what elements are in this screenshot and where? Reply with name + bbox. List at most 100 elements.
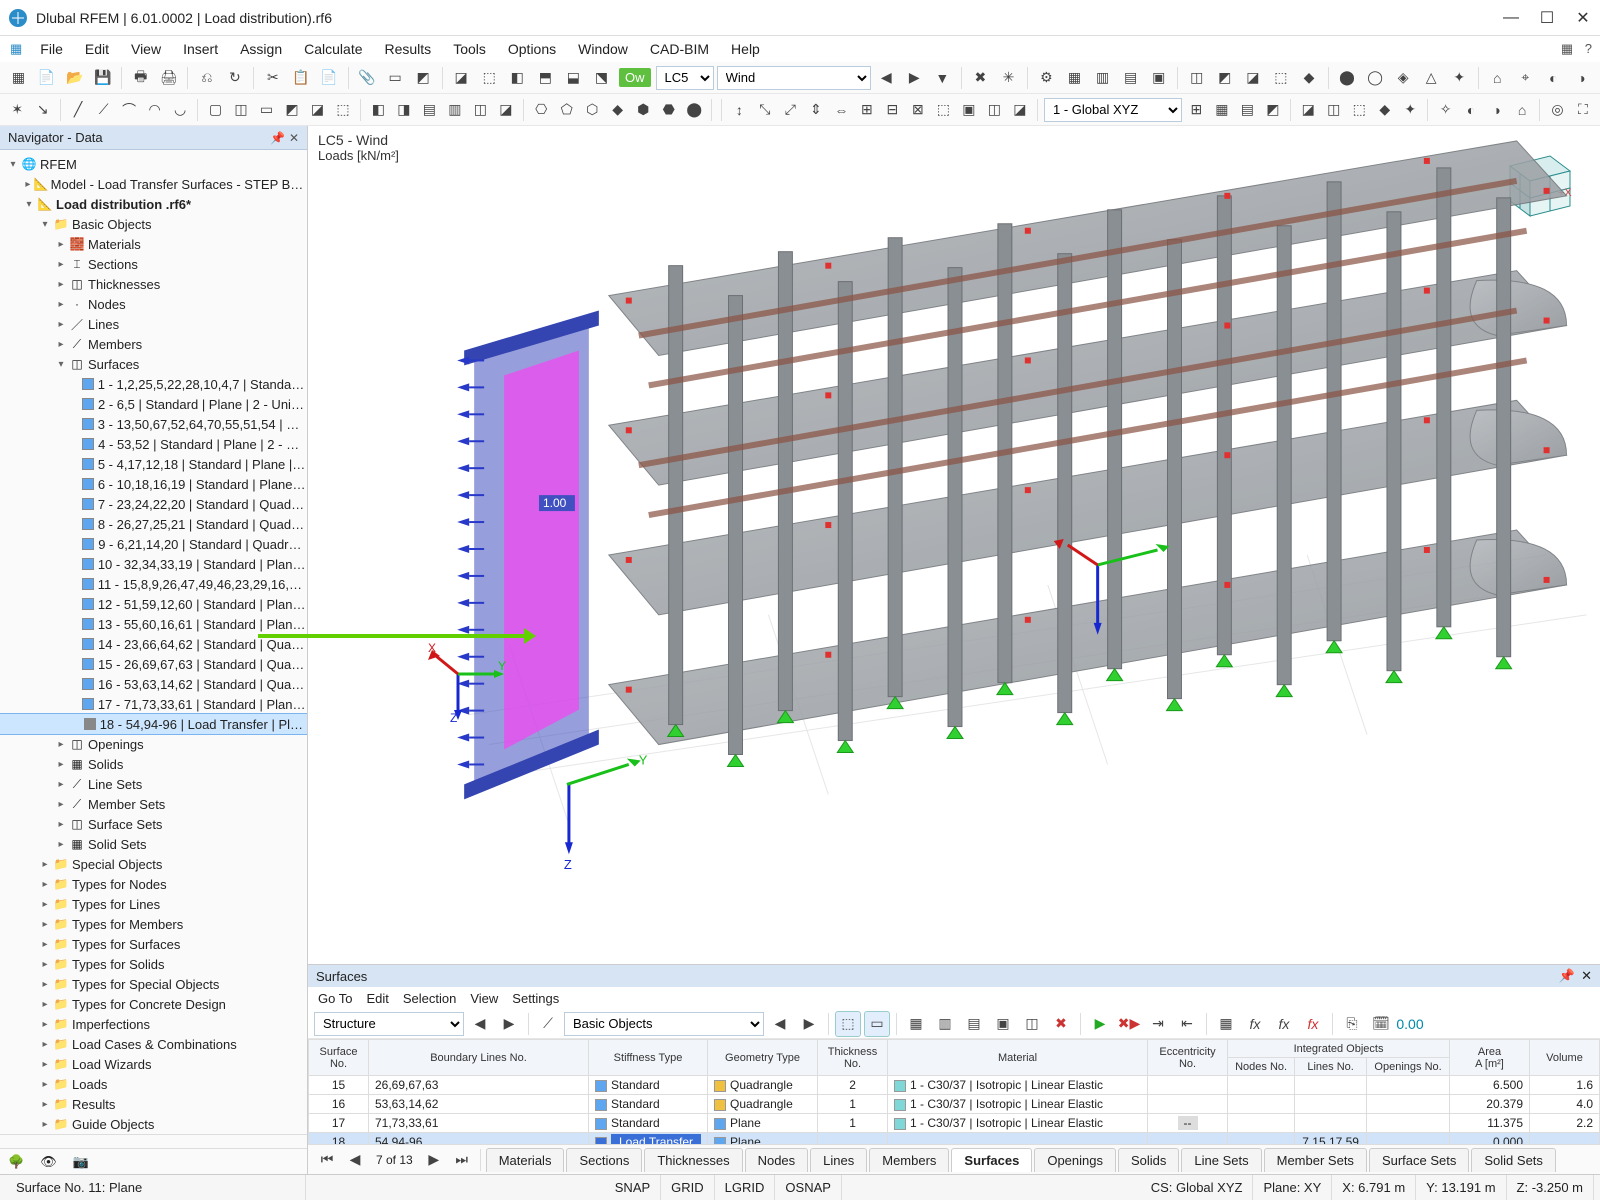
grid4-icon[interactable]: ▣ [990, 1011, 1016, 1037]
tb2-btn-3[interactable]: ⟋ [92, 97, 115, 123]
app-menu-icon[interactable]: ▦ [4, 41, 28, 57]
cs-combo[interactable]: 1 - Global XYZ [1044, 98, 1182, 122]
status-grid[interactable]: GRID [661, 1175, 715, 1200]
panel-menu-view[interactable]: View [470, 991, 498, 1006]
tb2-btn-20[interactable]: ⬠ [555, 97, 578, 123]
tree-node[interactable]: ▸⟋Member Sets [0, 794, 307, 814]
tb1r-btn-2[interactable]: ▼ [930, 65, 955, 91]
tb2-btn-19[interactable]: ⎔ [530, 97, 553, 123]
tab-lines[interactable]: Lines [810, 1148, 867, 1172]
tb2-btn-13[interactable]: ◧ [367, 97, 390, 123]
tb2-btn-23[interactable]: ⬢ [632, 97, 655, 123]
export-icon[interactable]: ⎘ [1339, 1011, 1365, 1037]
viewport-3d[interactable]: LC5 - Wind Loads [kN/m²] +X [308, 126, 1600, 964]
tb1-btn-2[interactable]: 📂 [62, 65, 87, 91]
prev-icon[interactable]: ◀ [467, 1011, 493, 1037]
tb1r-btn-10[interactable]: ◫ [1184, 65, 1209, 91]
tb1-btn-18[interactable]: ⬓ [561, 65, 586, 91]
tb1r-btn-22[interactable]: ◐ [1541, 65, 1566, 91]
structure-combo[interactable]: Structure [314, 1012, 464, 1036]
tab-solid-sets[interactable]: Solid Sets [1471, 1148, 1556, 1172]
tab-surfaces[interactable]: Surfaces [951, 1148, 1032, 1172]
axis-gizmo[interactable]: X Y Z [418, 634, 508, 724]
tb2-btn-8[interactable]: ◫ [230, 97, 253, 123]
menu-calculate[interactable]: Calculate [294, 38, 372, 60]
tb2r-btn-13[interactable]: ◎ [1546, 97, 1569, 123]
table-row[interactable]: 1854,94-96Load TransferPlane7,15,17,590.… [309, 1133, 1600, 1145]
tb2r-btn-4[interactable]: ◪ [1297, 97, 1320, 123]
tb1-btn-17[interactable]: ⬒ [533, 65, 558, 91]
tb2-btn-24[interactable]: ⬣ [657, 97, 680, 123]
tree-node[interactable]: ▸📁Special Objects [0, 854, 307, 874]
calendar-icon[interactable]: 🗓 [1368, 1011, 1394, 1037]
tree-node[interactable]: ▸📁Load Wizards [0, 1054, 307, 1074]
lc-number-combo[interactable]: LC5 [656, 66, 714, 90]
select-rect-icon[interactable]: ▭ [864, 1011, 890, 1037]
next2-icon[interactable]: ▶ [796, 1011, 822, 1037]
tb1-btn-9[interactable]: 📋 [288, 65, 313, 91]
menu-edit[interactable]: Edit [75, 38, 119, 60]
tb1-btn-7[interactable]: ↻ [222, 65, 247, 91]
menu-insert[interactable]: Insert [173, 38, 228, 60]
panel-pin-icon[interactable]: 📌 [1559, 968, 1575, 984]
tree-node[interactable]: ▸📁Load Cases & Combinations [0, 1034, 307, 1054]
tb1r-btn-11[interactable]: ◩ [1212, 65, 1237, 91]
tb1r-btn-15[interactable]: ⬤ [1334, 65, 1359, 91]
tb1r-btn-20[interactable]: ⌂ [1485, 65, 1510, 91]
tb2m-btn-9[interactable]: ▣ [958, 97, 981, 123]
menu-window[interactable]: Window [568, 38, 638, 60]
tb2m-btn-4[interactable]: ⇔ [830, 97, 853, 123]
tb1r-btn-1[interactable]: ▶ [902, 65, 927, 91]
menu-results[interactable]: Results [375, 38, 442, 60]
nav-tree-icon[interactable]: 🌳 [8, 1154, 24, 1170]
basic-objects-combo[interactable]: Basic Objects [564, 1012, 764, 1036]
status-lgrid[interactable]: LGRID [715, 1175, 776, 1200]
tree-node[interactable]: ▸📁Types for Solids [0, 954, 307, 974]
tab-openings[interactable]: Openings [1034, 1148, 1116, 1172]
tree-node[interactable]: 17 - 71,73,33,61 | Standard | Plane | 1 … [0, 694, 307, 714]
tree-node[interactable]: 9 - 6,21,14,20 | Standard | Quadrangle |… [0, 534, 307, 554]
tree-node[interactable]: 6 - 10,18,16,19 | Standard | Plane | 1 -… [0, 474, 307, 494]
tb1r-btn-5[interactable]: ⚙ [1034, 65, 1059, 91]
tb2-btn-11[interactable]: ◪ [306, 97, 329, 123]
tree-node[interactable]: ▸◫Openings [0, 734, 307, 754]
tb1-btn-16[interactable]: ◧ [505, 65, 530, 91]
fx2-icon[interactable]: fx [1271, 1011, 1297, 1037]
tree-node[interactable]: ▸📁Types for Lines [0, 894, 307, 914]
arrow-in-icon[interactable]: ⇤ [1174, 1011, 1200, 1037]
tb2-btn-18[interactable]: ◪ [495, 97, 518, 123]
tb2-btn-14[interactable]: ◨ [393, 97, 416, 123]
tb2m-btn-6[interactable]: ⊟ [881, 97, 904, 123]
tb2r-btn-5[interactable]: ◫ [1322, 97, 1345, 123]
tb2m-btn-10[interactable]: ◫ [983, 97, 1006, 123]
status-snap[interactable]: SNAP [605, 1175, 661, 1200]
navigator-tree[interactable]: ▾🌐RFEM▸📐Model - Load Transfer Surfaces -… [0, 150, 307, 1134]
grid3-icon[interactable]: ▤ [961, 1011, 987, 1037]
tree-node[interactable]: ▸⟋Members [0, 334, 307, 354]
tb2r-btn-0[interactable]: ⊞ [1185, 97, 1208, 123]
tree-node[interactable]: ▸📁Results [0, 1094, 307, 1114]
tb2-btn-25[interactable]: ⬤ [683, 97, 706, 123]
tb1r-btn-21[interactable]: ⌖ [1513, 65, 1538, 91]
nav-camera-icon[interactable]: 📷 [73, 1154, 89, 1170]
flag-r-icon[interactable]: ✖▶ [1116, 1011, 1142, 1037]
tb1-btn-19[interactable]: ⬔ [589, 65, 614, 91]
tree-node[interactable]: ▾📐Load distribution .rf6* [0, 194, 307, 214]
tab-thicknesses[interactable]: Thicknesses [644, 1148, 742, 1172]
tree-node[interactable]: ▾🌐RFEM [0, 154, 307, 174]
tree-node[interactable]: 13 - 55,60,16,61 | Standard | Plane | 1 … [0, 614, 307, 634]
menu-view[interactable]: View [121, 38, 171, 60]
member-icon[interactable]: ⟋ [535, 1011, 561, 1037]
tb1r-btn-3[interactable]: ✖ [968, 65, 993, 91]
tree-node[interactable]: ▸📁Types for Surfaces [0, 934, 307, 954]
tree-node[interactable]: ▸◫Thicknesses [0, 274, 307, 294]
page-nav[interactable]: ◀ [342, 1147, 368, 1173]
flag-g-icon[interactable]: ▶ [1087, 1011, 1113, 1037]
surfaces-grid[interactable]: SurfaceNo.Boundary Lines No.Stiffness Ty… [308, 1039, 1600, 1144]
grid5-icon[interactable]: ◫ [1019, 1011, 1045, 1037]
table-row[interactable]: 1526,69,67,63StandardQuadrangle21 - C30/… [309, 1076, 1600, 1095]
menu-tools[interactable]: Tools [443, 38, 496, 60]
tb2-btn-1[interactable]: ↘ [32, 97, 55, 123]
tab-nodes[interactable]: Nodes [745, 1148, 809, 1172]
tb1-btn-6[interactable]: ⎌ [194, 65, 219, 91]
